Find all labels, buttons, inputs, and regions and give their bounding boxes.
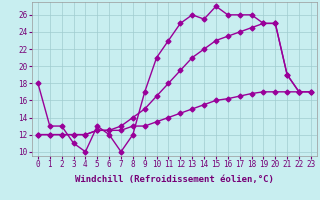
X-axis label: Windchill (Refroidissement éolien,°C): Windchill (Refroidissement éolien,°C) (75, 175, 274, 184)
